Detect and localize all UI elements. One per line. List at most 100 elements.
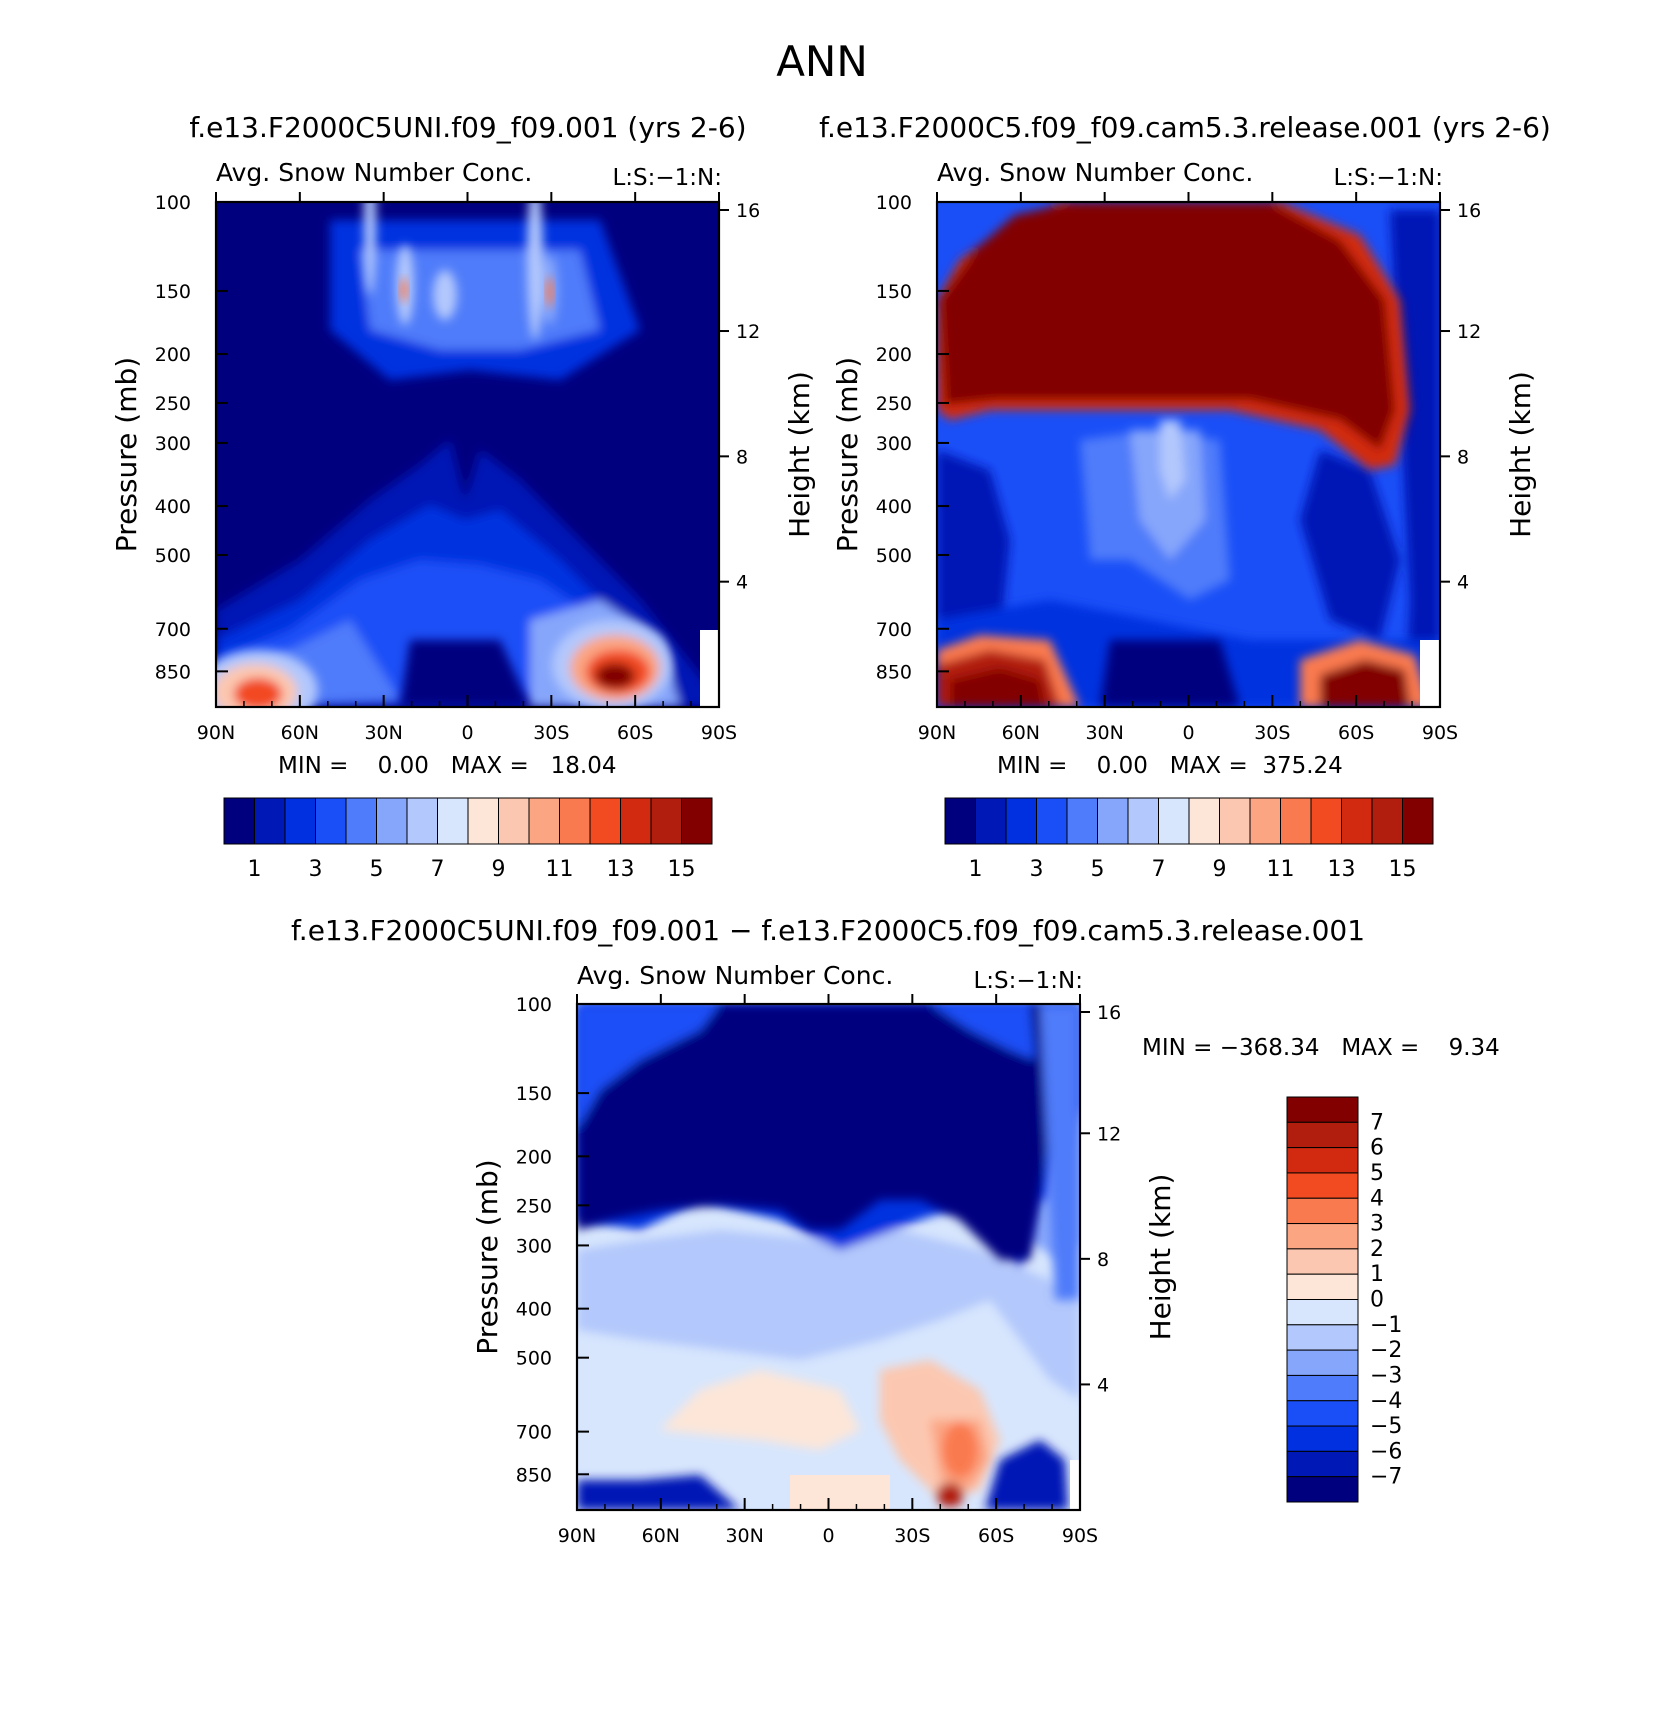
- x-tick-label: 60S: [1338, 722, 1374, 744]
- colorbar-label: 1: [248, 857, 262, 882]
- y-tick-label: 850: [155, 661, 191, 683]
- y-tick-label: 700: [516, 1422, 552, 1444]
- y-right-tick-label: 12: [1097, 1123, 1121, 1145]
- y-tick-label: 250: [516, 1195, 552, 1217]
- colorbar-label: 3: [1370, 1212, 1384, 1237]
- y-tick-label: 100: [876, 192, 912, 214]
- colorbar-swatch: [1286, 1349, 1359, 1376]
- colorbar-swatch: [1286, 1400, 1359, 1427]
- y-right-tick-label: 16: [1457, 200, 1481, 222]
- panel-b: f.e13.F2000C5.f09_f09.cam5.3.release.001…: [819, 111, 1551, 709]
- colorbar-label: 13: [1328, 857, 1356, 882]
- colorbar-label: 5: [370, 857, 384, 882]
- colorbar-swatch: [376, 797, 408, 845]
- panel-a-minmax-label: MIN = 0.00 MAX = 18.04: [278, 753, 617, 779]
- colorbar-label: 11: [546, 857, 574, 882]
- colorbar-swatch: [1286, 1425, 1359, 1452]
- colorbar-swatch: [1286, 1450, 1359, 1478]
- colorbar-swatch: [1371, 797, 1403, 845]
- colorbar-swatch: [1005, 797, 1037, 845]
- y-tick-label: 250: [155, 393, 191, 415]
- y-tick-label: 500: [155, 545, 191, 567]
- x-tick-label: 90N: [918, 722, 956, 744]
- panel-2-axes: 100 150 200 250 300 400 500 700 850 4 8 12 16 90N 60N 3…: [471, 994, 1177, 1547]
- colorbar-label: 15: [1389, 857, 1417, 882]
- colorbar-label: 7: [1370, 1110, 1384, 1135]
- colorbar-swatch: [1286, 1248, 1359, 1275]
- colorbar-swatch: [437, 797, 469, 845]
- y-tick-label: 150: [516, 1083, 552, 1105]
- colorbar-swatch: [620, 797, 652, 845]
- colorbar-swatch: [254, 797, 286, 845]
- y-right-axis-title: Height (km): [1504, 371, 1537, 538]
- x-tick-label: 60N: [642, 1525, 680, 1547]
- colorbar-label: 1: [1370, 1262, 1384, 1287]
- colorbar-label: −5: [1370, 1414, 1402, 1439]
- y-tick-label: 850: [876, 661, 912, 683]
- y-right-tick-label: 4: [1457, 572, 1469, 594]
- colorbar-label: 5: [1370, 1161, 1384, 1186]
- y-tick-label: 500: [516, 1348, 552, 1370]
- panel-b-case-title: f.e13.F2000C5.f09_f09.cam5.3.release.001…: [819, 111, 1551, 144]
- panel-a: f.e13.F2000C5UNI.f09_f09.001 (yrs 2-6) A…: [189, 111, 747, 709]
- y-tick-label: 150: [155, 281, 191, 303]
- colorbar-swatch: [681, 797, 713, 845]
- y-right-tick-label: 4: [1097, 1374, 1109, 1396]
- panel-c: f.e13.F2000C5UNI.f09_f09.001 − f.e13.F20…: [291, 914, 1500, 1512]
- colorbar-swatch: [1097, 797, 1129, 845]
- colorbar-label: 11: [1267, 857, 1295, 882]
- y-tick-label: 150: [876, 281, 912, 303]
- panel-a-contour-field: [216, 202, 719, 707]
- x-tick-label: 90S: [1062, 1525, 1098, 1547]
- colorbar-swatch: [1286, 1121, 1359, 1149]
- x-tick-label: 90S: [701, 722, 737, 744]
- colorbar-swatch: [1188, 797, 1220, 845]
- y-tick-label: 200: [516, 1146, 552, 1168]
- colorbar-swatch: [1286, 1172, 1359, 1199]
- y-tick-label: 400: [516, 1299, 552, 1321]
- y-tick-label: 700: [155, 619, 191, 641]
- page-title: ANN: [776, 37, 868, 86]
- x-tick-label: 0: [461, 722, 473, 744]
- colorbar-swatch: [315, 797, 347, 845]
- colorbar-swatch: [223, 797, 255, 845]
- colorbar-0: 1 3 5 7 9 11 13 15: [223, 797, 713, 882]
- y-tick-label: 100: [155, 192, 191, 214]
- y-tick-label: 850: [516, 1464, 552, 1486]
- panel-c-variable-title: Avg. Snow Number Conc.: [577, 961, 893, 990]
- x-tick-label: 0: [822, 1525, 834, 1547]
- colorbar-swatch: [1280, 797, 1312, 845]
- y-tick-label: 400: [155, 496, 191, 518]
- y-right-tick-label: 8: [1457, 446, 1469, 468]
- y-right-axis-title: Height (km): [783, 371, 816, 538]
- x-tick-label: 60S: [617, 722, 653, 744]
- panel-b-minmax-label: MIN = 0.00 MAX = 375.24: [997, 753, 1343, 779]
- colorbar-swatch: [406, 797, 438, 845]
- colorbar-swatch: [1310, 797, 1342, 845]
- y-tick-label: 300: [876, 433, 912, 455]
- panel-c-contour-field: [577, 1004, 1080, 1510]
- y-tick-label: 250: [876, 393, 912, 415]
- panel-b-variable-title: Avg. Snow Number Conc.: [937, 158, 1253, 187]
- x-tick-label: 90N: [197, 722, 235, 744]
- colorbar-swatch: [1286, 1476, 1359, 1503]
- y-right-axis-title: Height (km): [1144, 1174, 1177, 1341]
- y-tick-label: 200: [155, 344, 191, 366]
- colorbar-swatch: [1341, 797, 1373, 845]
- colorbar-swatch: [975, 797, 1007, 845]
- colorbar-label: 7: [1152, 857, 1166, 882]
- colorbar-label: 3: [1030, 857, 1044, 882]
- panel-a-code-label: L:S:−1:N:: [612, 165, 722, 191]
- panel-b-code-label: L:S:−1:N:: [1333, 165, 1443, 191]
- x-tick-label: 60S: [978, 1525, 1014, 1547]
- colorbar-swatch: [1286, 1223, 1359, 1250]
- panel-a-variable-title: Avg. Snow Number Conc.: [216, 158, 532, 187]
- colorbar-label: 9: [492, 857, 506, 882]
- colorbar-swatch: [1286, 1147, 1359, 1174]
- colorbar-label: −7: [1370, 1465, 1402, 1490]
- colorbar-label: −3: [1370, 1363, 1402, 1388]
- x-tick-label: 30S: [533, 722, 569, 744]
- colorbar-label: 9: [1213, 857, 1227, 882]
